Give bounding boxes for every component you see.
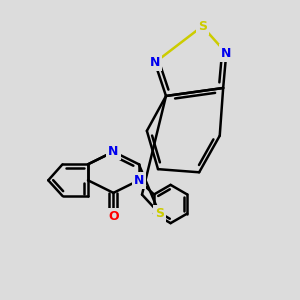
Text: N: N (108, 145, 118, 158)
Text: S: S (155, 207, 164, 220)
Text: N: N (150, 56, 160, 69)
Text: S: S (198, 20, 207, 33)
Text: O: O (108, 210, 119, 223)
Text: N: N (221, 46, 232, 60)
Text: N: N (134, 174, 144, 187)
